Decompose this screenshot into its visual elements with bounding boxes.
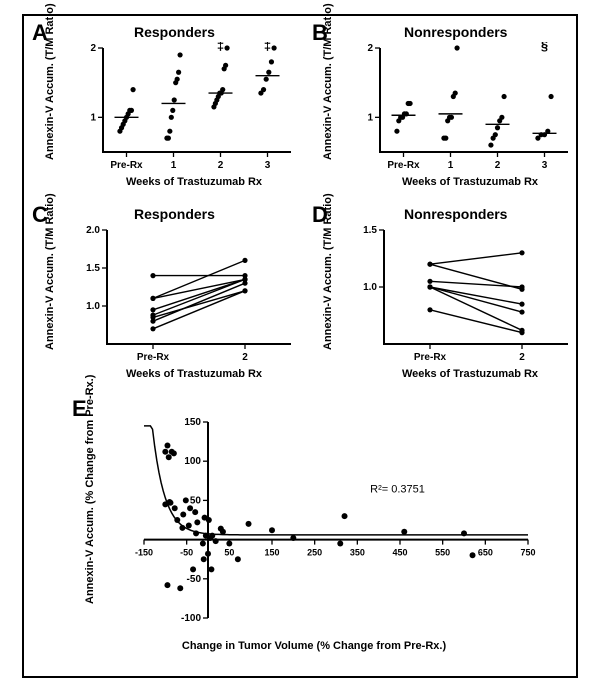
svg-text:1: 1	[90, 112, 96, 123]
panel-c-ylabel-txt: Annexin-V Accum. (T/M Ratio)	[44, 193, 56, 350]
panel-b-xlabel: Weeks of Trastuzumab Rx	[380, 176, 560, 188]
svg-text:3: 3	[542, 160, 548, 171]
svg-text:Pre-Rx: Pre-Rx	[137, 352, 170, 363]
svg-text:R²= 0.3751: R²= 0.3751	[370, 484, 425, 496]
panel-b-ylabel-txt: Annexin-V Accum. (T/M Ratio)	[322, 3, 334, 160]
svg-text:1.0: 1.0	[363, 282, 377, 293]
svg-text:-50: -50	[180, 548, 193, 558]
svg-text:§: §	[541, 42, 548, 53]
svg-text:1: 1	[171, 160, 177, 171]
panel-b-ylabel: Annexin-V Accum. (T/M Ratio)	[322, 40, 334, 160]
svg-text:2: 2	[519, 352, 525, 363]
svg-text:2: 2	[367, 43, 373, 54]
svg-text:50: 50	[224, 548, 234, 558]
svg-text:250: 250	[307, 548, 322, 558]
panel-e-xlabel: Change in Tumor Volume (% Change from Pr…	[174, 640, 454, 652]
panel-b-chart: 1 2 Pre-Rx 1 2 3 §	[356, 42, 576, 176]
svg-text:1: 1	[367, 112, 373, 123]
panel-e-ylabel-txt: Annexin-V Accum. (% Change from Pre-Rx.)	[84, 375, 96, 604]
svg-text:-100: -100	[181, 613, 201, 624]
panel-a-title: Responders	[134, 24, 215, 40]
panel-d-title: Nonresponders	[404, 206, 507, 222]
panel-a-ylabel: Annexin-V Accum. (T/M Ratio)	[44, 40, 56, 160]
panel-c-ylabel: Annexin-V Accum. (T/M Ratio)	[44, 230, 56, 350]
panel-c-title: Responders	[134, 206, 215, 222]
svg-text:2: 2	[495, 160, 501, 171]
svg-text:150: 150	[264, 548, 279, 558]
svg-text:1: 1	[448, 160, 454, 171]
svg-text:Pre-Rx: Pre-Rx	[110, 160, 143, 171]
panel-d-ylabel: Annexin-V Accum. (T/M Ratio)	[322, 230, 334, 350]
svg-text:‡: ‡	[217, 42, 224, 53]
svg-text:Pre-Rx: Pre-Rx	[414, 352, 447, 363]
svg-text:3: 3	[265, 160, 271, 171]
svg-text:1.5: 1.5	[363, 225, 377, 236]
svg-text:150: 150	[184, 417, 201, 428]
svg-text:1.0: 1.0	[86, 301, 100, 312]
panel-d-chart: 1.0 1.5 Pre-Rx 2	[356, 224, 576, 368]
svg-text:750: 750	[520, 548, 535, 558]
svg-text:2.0: 2.0	[86, 225, 100, 236]
svg-text:100: 100	[184, 456, 201, 467]
svg-text:-150: -150	[135, 548, 153, 558]
svg-text:‡: ‡	[264, 42, 271, 53]
panel-e-ylabel: Annexin-V Accum. (% Change from Pre-Rx.)	[84, 444, 96, 604]
panel-a-xlabel: Weeks of Trastuzumab Rx	[104, 176, 284, 188]
panel-d-xlabel: Weeks of Trastuzumab Rx	[380, 368, 560, 380]
svg-text:650: 650	[478, 548, 493, 558]
svg-text:1.5: 1.5	[86, 263, 100, 274]
svg-text:350: 350	[350, 548, 365, 558]
panel-e-chart: -100 -50 50 100 150 -150 -50 50 150 250 350 450 550 6…	[116, 416, 536, 640]
panel-e-xlabel-txt: Change in Tumor Volume (% Change from Pr…	[182, 640, 446, 652]
panel-d-ylabel-txt: Annexin-V Accum. (T/M Ratio)	[322, 193, 334, 350]
svg-text:450: 450	[392, 548, 407, 558]
panel-a-ylabel-line1: Annexin-V Accum. (T/M Ratio)	[44, 3, 56, 160]
panel-b-title: Nonresponders	[404, 24, 507, 40]
panel-a-chart: 1 2 Pre-Rx 1 2 3 ‡ ‡	[79, 42, 299, 176]
svg-text:2: 2	[90, 43, 96, 54]
svg-text:-50: -50	[187, 574, 202, 585]
svg-text:550: 550	[435, 548, 450, 558]
panel-c-xlabel: Weeks of Trastuzumab Rx	[104, 368, 284, 380]
svg-text:50: 50	[190, 495, 202, 506]
svg-text:Pre-Rx: Pre-Rx	[387, 160, 420, 171]
svg-text:2: 2	[242, 352, 248, 363]
svg-text:2: 2	[218, 160, 224, 171]
figure-frame: A B C D E Responders Nonresponders Respo…	[22, 14, 578, 678]
panel-c-chart: 1.0 1.5 2.0 Pre-Rx 2	[79, 224, 299, 368]
